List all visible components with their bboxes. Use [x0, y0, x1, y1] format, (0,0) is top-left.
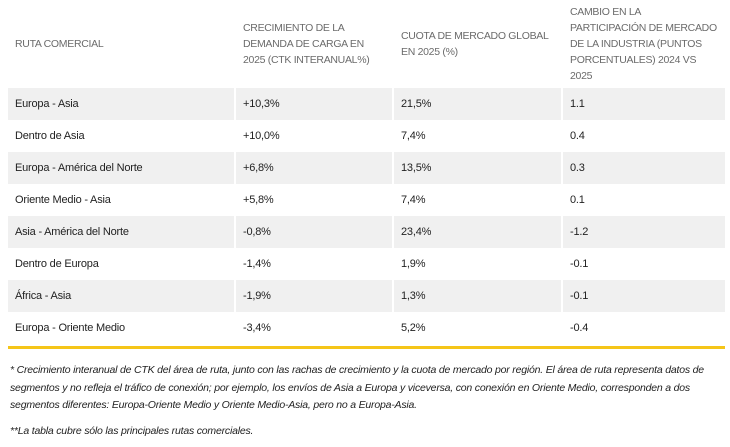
- cell-route: África - Asia: [8, 280, 235, 312]
- cell-route: Europa - América del Norte: [8, 152, 235, 184]
- cell-growth: -3,4%: [234, 312, 393, 344]
- cell-share: 5,2%: [392, 312, 562, 344]
- table-row: Europa - Oriente Medio -3,4% 5,2% -0.4: [8, 312, 725, 344]
- cell-growth: +6,8%: [234, 152, 393, 184]
- table-row: Dentro de Europa -1,4% 1,9% -0.1: [8, 248, 725, 280]
- footnotes: * Crecimiento interanual de CTK del área…: [10, 362, 725, 440]
- cell-change: 0.1: [561, 184, 725, 216]
- cell-share: 13,5%: [392, 152, 562, 184]
- header-row: Ruta comercial Crecimiento de la demanda…: [8, 0, 725, 88]
- table-row: Oriente Medio - Asia +5,8% 7,4% 0.1: [8, 184, 725, 216]
- header-route: Ruta comercial: [15, 38, 104, 50]
- cell-share: 21,5%: [392, 88, 562, 120]
- cell-growth: +10,3%: [234, 88, 393, 120]
- cell-change: 1.1: [561, 88, 725, 120]
- table-row: África - Asia -1,9% 1,3% -0.1: [8, 280, 725, 312]
- cell-share: 1,9%: [392, 248, 562, 280]
- cell-change: 0.4: [561, 120, 725, 152]
- cell-share: 23,4%: [392, 216, 562, 248]
- cell-share: 7,4%: [392, 120, 562, 152]
- cell-growth: -1,4%: [234, 248, 393, 280]
- header-share: Cuota de mercado global en 2025 (%): [392, 0, 562, 88]
- trade-routes-table: Ruta comercial Crecimiento de la demanda…: [8, 0, 725, 344]
- cell-route: Europa - Asia: [8, 88, 235, 120]
- table-row: Asia - América del Norte -0,8% 23,4% -1.2: [8, 216, 725, 248]
- cell-route: Oriente Medio - Asia: [15, 194, 111, 206]
- cell-route: Europa - Oriente Medio: [15, 322, 125, 334]
- cell-route: Dentro de Asia: [15, 130, 85, 142]
- footnote-1: * Crecimiento interanual de CTK del área…: [10, 364, 704, 411]
- cell-share: 1,3%: [392, 280, 562, 312]
- cell-change: 0.3: [561, 152, 725, 184]
- footnote-2: **La tabla cubre sólo las principales ru…: [10, 424, 254, 437]
- cell-growth: +10,0%: [234, 120, 393, 152]
- accent-divider: [8, 346, 725, 349]
- header-change: Cambio en la participación de mercado de…: [561, 0, 725, 88]
- table-row: Dentro de Asia +10,0% 7,4% 0.4: [8, 120, 725, 152]
- cell-change: -1.2: [561, 216, 725, 248]
- cell-route: Asia - América del Norte: [8, 216, 235, 248]
- cell-change: -0.1: [561, 280, 725, 312]
- cell-change: -0.1: [561, 248, 725, 280]
- cell-growth: -1,9%: [234, 280, 393, 312]
- cell-share: 7,4%: [392, 184, 562, 216]
- table-row: Europa - Asia +10,3% 21,5% 1.1: [8, 88, 725, 120]
- cell-growth: -0,8%: [234, 216, 393, 248]
- cell-change: -0.4: [561, 312, 725, 344]
- table-row: Europa - América del Norte +6,8% 13,5% 0.3: [8, 152, 725, 184]
- header-growth: Crecimiento de la demanda de carga en 20…: [234, 0, 393, 88]
- cell-growth: +5,8%: [234, 184, 393, 216]
- cell-route: Dentro de Europa: [15, 258, 99, 270]
